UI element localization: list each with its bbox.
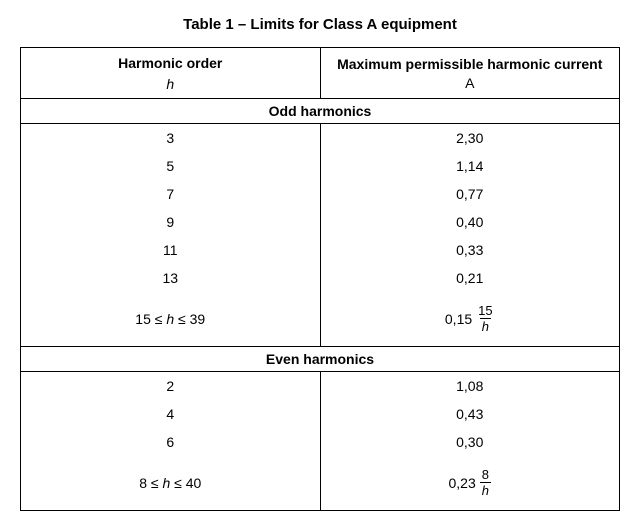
range-var: h [166, 311, 174, 327]
cell-limit: 0,21 [320, 264, 620, 292]
cell-order: 9 [21, 208, 321, 236]
frac-num: 15 [476, 304, 494, 318]
cell-limit-expr: 0,15 15 h [320, 292, 620, 347]
frac-den: h [480, 482, 491, 497]
table-body: Harmonic order h Maximum permissible har… [21, 48, 620, 511]
limit-coef: 0,23 [449, 475, 476, 491]
table-row: 2 1,08 [21, 371, 620, 400]
section-heading-even: Even harmonics [21, 346, 620, 371]
cell-limit-expr: 0,23 8 h [320, 456, 620, 511]
col-header-order-label: Harmonic order [118, 55, 222, 71]
cell-order: 2 [21, 371, 321, 400]
limit-expr: 0,23 8 h [449, 468, 491, 497]
order-range-expr: 15 ≤ h ≤ 39 [135, 311, 205, 327]
cell-order: 5 [21, 152, 321, 180]
limits-table: Harmonic order h Maximum permissible har… [20, 47, 620, 511]
frac-den: h [480, 318, 491, 333]
limit-coef: 0,15 [445, 311, 472, 327]
range-high: 40 [186, 475, 202, 491]
table-row: 5 1,14 [21, 152, 620, 180]
limit-expr: 0,15 15 h [445, 304, 495, 333]
table-title: Table 1 – Limits for Class A equipment [20, 16, 620, 33]
cell-limit: 1,14 [320, 152, 620, 180]
col-header-limit-unit: A [465, 75, 474, 91]
table-row: 11 0,33 [21, 236, 620, 264]
table-row: 9 0,40 [21, 208, 620, 236]
cell-order: 3 [21, 123, 321, 152]
range-var: h [162, 475, 170, 491]
cell-order: 13 [21, 264, 321, 292]
cell-order-range: 8 ≤ h ≤ 40 [21, 456, 321, 511]
cell-limit: 0,30 [320, 428, 620, 456]
cell-order-range: 15 ≤ h ≤ 39 [21, 292, 321, 347]
table-row: 7 0,77 [21, 180, 620, 208]
cell-limit: 0,40 [320, 208, 620, 236]
cell-limit: 2,30 [320, 123, 620, 152]
range-rel2: ≤ [178, 311, 186, 327]
header-row: Harmonic order h Maximum permissible har… [21, 48, 620, 99]
col-header-limit: Maximum permissible harmonic current A [320, 48, 620, 99]
range-rel1: ≤ [155, 311, 163, 327]
section-row-odd: Odd harmonics [21, 98, 620, 123]
range-rel2: ≤ [174, 475, 182, 491]
cell-limit: 0,33 [320, 236, 620, 264]
page: Table 1 – Limits for Class A equipment H… [0, 0, 640, 526]
col-header-order-symbol: h [25, 75, 316, 94]
section-row-even: Even harmonics [21, 346, 620, 371]
cell-order: 11 [21, 236, 321, 264]
cell-order: 4 [21, 400, 321, 428]
cell-limit: 0,43 [320, 400, 620, 428]
table-row: 6 0,30 [21, 428, 620, 456]
table-row: 3 2,30 [21, 123, 620, 152]
cell-order: 6 [21, 428, 321, 456]
range-high: 39 [190, 311, 206, 327]
section-heading-odd: Odd harmonics [21, 98, 620, 123]
limit-fraction: 8 h [480, 468, 491, 497]
cell-order: 7 [21, 180, 321, 208]
col-header-order: Harmonic order h [21, 48, 321, 99]
limit-fraction: 15 h [476, 304, 494, 333]
table-row: 8 ≤ h ≤ 40 0,23 8 h [21, 456, 620, 511]
cell-limit: 1,08 [320, 371, 620, 400]
range-low: 8 [139, 475, 147, 491]
range-rel1: ≤ [151, 475, 159, 491]
table-row: 4 0,43 [21, 400, 620, 428]
order-range-expr: 8 ≤ h ≤ 40 [139, 475, 201, 491]
range-low: 15 [135, 311, 151, 327]
table-row: 13 0,21 [21, 264, 620, 292]
table-row: 15 ≤ h ≤ 39 0,15 15 h [21, 292, 620, 347]
col-header-limit-label: Maximum permissible harmonic current [337, 56, 602, 72]
frac-num: 8 [480, 468, 491, 482]
cell-limit: 0,77 [320, 180, 620, 208]
